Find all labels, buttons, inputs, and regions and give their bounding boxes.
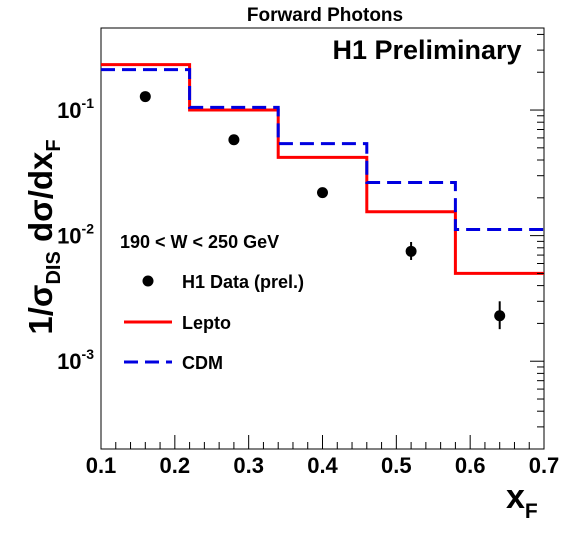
legend-cdm-label: CDM: [182, 353, 223, 373]
y-tick-label-exp: -3: [82, 346, 95, 362]
data-point: [228, 134, 240, 146]
data-point: [405, 245, 417, 257]
legend-data-marker: [142, 275, 154, 287]
y-tick-labels: 10-110-210-3: [57, 95, 94, 374]
legend-lepto-label: Lepto: [182, 313, 231, 333]
x-tick-label: 0.1: [86, 453, 117, 478]
y-tick-label-exp: -1: [82, 95, 95, 111]
x-tick-label: 0.6: [455, 453, 486, 478]
y-tick-label: 10-2: [57, 221, 94, 249]
y-tick-label-exp: -2: [82, 221, 95, 237]
y-axis-label: 1/σDIS dσ/dxF: [22, 139, 65, 334]
axis-ticks: [100, 33, 545, 450]
y-tick-label: 10-1: [57, 95, 94, 123]
histograms: [101, 63, 544, 275]
legend-data-label: H1 Data (prel.): [182, 272, 304, 292]
data-point: [317, 187, 328, 199]
h1-preliminary-label: H1 Preliminary: [332, 35, 521, 65]
x-tick-label: 0.3: [233, 453, 264, 478]
data-points: [139, 91, 506, 330]
x-axis-label-sub: F: [525, 500, 538, 523]
y-tick-label-base: 10: [57, 349, 81, 374]
y-axis-label-mid-sub: F: [43, 139, 65, 151]
data-point: [494, 310, 506, 322]
x-tick-labels: 0.1 0.2 0.3 0.4 0.5 0.6 0.7: [86, 453, 560, 478]
histogram-cdm: [101, 68, 544, 231]
y-tick-label-base: 10: [57, 98, 81, 123]
cut-label: 190 < W < 250 GeV: [120, 232, 279, 252]
y-axis-label-lead-sub: DIS: [43, 251, 65, 284]
x-axis-label-main: x: [506, 478, 525, 516]
y-axis-label-mid: dσ/dx: [22, 151, 59, 251]
data-point: [139, 91, 151, 103]
y-tick-label-base: 10: [57, 224, 81, 249]
y-axis-label-lead: 1/σ: [22, 285, 59, 335]
x-tick-label: 0.2: [160, 453, 191, 478]
x-tick-label: 0.7: [529, 453, 560, 478]
chart-title: Forward Photons: [247, 5, 403, 26]
y-tick-label: 10-3: [57, 346, 94, 374]
x-tick-label: 0.4: [307, 453, 338, 478]
x-tick-label: 0.5: [381, 453, 412, 478]
x-axis-label: xF: [506, 478, 538, 523]
legend: H1 Data (prel.) Lepto CDM: [124, 272, 304, 373]
